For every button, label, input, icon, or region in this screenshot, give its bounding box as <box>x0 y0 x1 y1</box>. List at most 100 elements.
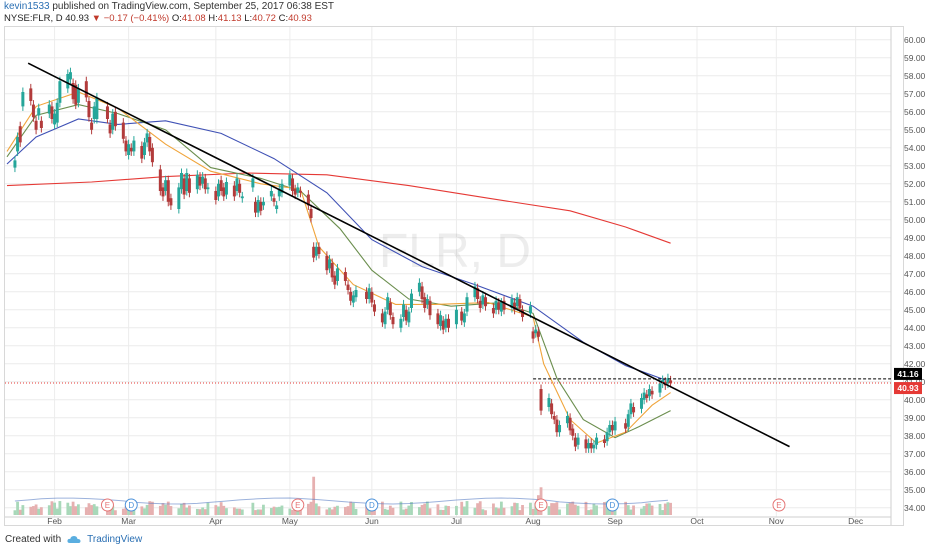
volume-bar <box>50 501 54 515</box>
volume-bar <box>521 504 524 515</box>
volume-bar <box>256 509 260 515</box>
event-marker-earnings[interactable] <box>291 498 305 512</box>
publish-info: kevin1533 published on TradingView.com, … <box>4 1 334 12</box>
candle-body <box>254 201 258 213</box>
volume-bar <box>399 501 403 515</box>
candle-body <box>124 140 128 152</box>
volume-bar <box>53 502 56 515</box>
volume-bar <box>354 508 358 515</box>
candle-body <box>624 423 628 429</box>
candle-body <box>391 317 395 325</box>
event-marker-dividend[interactable] <box>365 498 379 512</box>
candle-body <box>669 380 673 384</box>
candle-body <box>251 178 255 188</box>
candle-body <box>407 311 411 323</box>
volume-bar <box>484 510 487 515</box>
candle-body <box>238 183 242 193</box>
volume-bar <box>169 506 173 515</box>
x-tick-label: Dec <box>848 516 864 526</box>
candle-body <box>536 331 540 337</box>
volume-bar <box>291 509 294 515</box>
volume-bar <box>465 501 469 515</box>
candle-body <box>571 428 575 436</box>
x-tick-label: Nov <box>769 516 785 526</box>
volume-bar <box>365 505 368 515</box>
volume-bar <box>478 501 482 515</box>
candle-body <box>447 318 450 328</box>
candle-body <box>497 302 501 310</box>
candle-body <box>201 176 205 184</box>
candle-body <box>568 417 572 431</box>
watermark: FLR, D <box>379 225 531 278</box>
trendline[interactable] <box>27 62 790 448</box>
volume-bar <box>106 508 109 515</box>
volume-bar <box>185 507 189 515</box>
event-marker-dividend[interactable] <box>124 498 138 512</box>
volume-bar <box>425 501 429 515</box>
candle-body <box>68 72 72 80</box>
event-marker-earnings[interactable] <box>100 498 114 512</box>
candle-body <box>58 81 62 103</box>
candle-body <box>47 104 51 114</box>
volume-bar <box>206 502 210 515</box>
candle-body <box>198 176 202 186</box>
candle-body <box>129 147 133 152</box>
volume-bar <box>555 502 559 515</box>
volume-bar <box>589 509 593 515</box>
volume-bar <box>87 503 91 515</box>
candle-body <box>214 191 218 200</box>
candle-body <box>518 299 522 308</box>
candle-body <box>595 437 599 445</box>
candle-body <box>478 300 482 308</box>
x-tick-label: Jun <box>365 516 379 526</box>
volume-bar <box>195 508 199 515</box>
volume-bar <box>13 510 17 515</box>
volume-bar <box>113 510 117 515</box>
candle-body <box>161 187 165 197</box>
event-marker-label: D <box>610 501 616 510</box>
event-marker-dividend[interactable] <box>605 498 619 512</box>
y-tick-label: 35.00 <box>904 485 926 495</box>
candle-body <box>550 403 554 415</box>
candle-body <box>367 288 371 299</box>
candle-body <box>71 83 75 100</box>
volume-bar <box>222 505 226 515</box>
event-marker-earnings[interactable] <box>772 498 786 512</box>
candle-body <box>132 140 136 152</box>
candle-body <box>177 187 181 209</box>
volume-bar <box>71 501 75 515</box>
volume-bar <box>529 502 532 515</box>
candle-body <box>53 113 57 125</box>
x-tick-label: Feb <box>47 516 62 526</box>
author-link[interactable]: kevin1533 <box>4 1 50 12</box>
candle-body <box>280 183 284 193</box>
volume-bar <box>143 508 146 515</box>
volume-bar <box>333 506 337 515</box>
tradingview-brand[interactable]: TradingView <box>87 534 143 545</box>
candle-body <box>185 173 189 191</box>
volume-bar <box>642 506 646 515</box>
volume-bar <box>645 503 649 515</box>
event-marker-earnings[interactable] <box>534 498 548 512</box>
moving-average-line <box>6 91 671 444</box>
candle-body <box>50 106 54 119</box>
chart-pane[interactable]: 60.00 59.00 58.00 57.00 56.00 55.00 54.00 53.00… <box>4 26 926 526</box>
x-tick-label: Jul <box>451 516 462 526</box>
volume-bar <box>299 508 302 515</box>
candle-body <box>121 122 125 139</box>
volume-bar <box>455 505 458 515</box>
candle-body <box>423 297 427 308</box>
candle-body <box>317 246 321 254</box>
price-chart[interactable]: 60.00 59.00 58.00 57.00 56.00 55.00 54.00 53.00… <box>5 27 932 547</box>
price-tag <box>894 367 922 380</box>
y-tick-label: 57.00 <box>904 89 926 99</box>
volume-bar <box>325 509 329 515</box>
x-tick-label: Mar <box>121 516 136 526</box>
volume-bar <box>441 509 445 515</box>
event-marker-label: D <box>369 501 375 510</box>
volume-bar <box>166 501 170 515</box>
volume-bar <box>558 509 561 515</box>
candle-body <box>346 284 350 290</box>
candle-body <box>232 185 236 197</box>
candle-body <box>388 302 392 316</box>
